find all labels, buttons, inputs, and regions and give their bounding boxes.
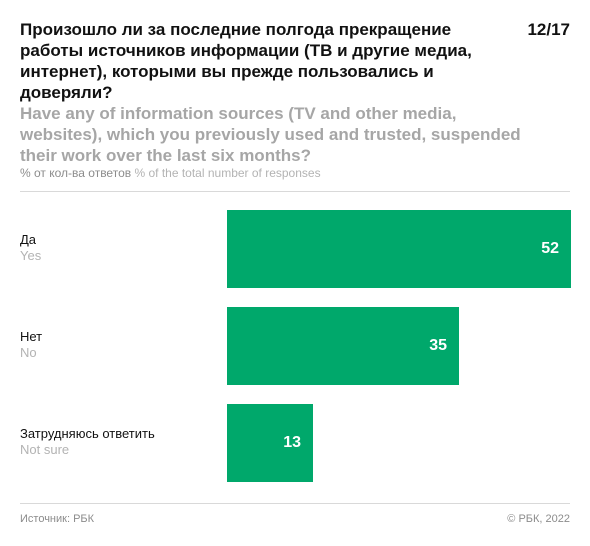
bar [227, 210, 571, 288]
category-label-ru: Да [20, 232, 37, 247]
slide-counter: 12/17 [527, 20, 570, 39]
category-label-en: Not sure [20, 442, 70, 457]
units-label-en: % of the total number of responses [134, 166, 321, 180]
units-note: % от кол-ва ответов % of the total numbe… [20, 166, 321, 181]
category-label: Затрудняюсь ответить Not sure [20, 426, 155, 458]
category-label: Да Yes [20, 232, 41, 264]
bottom-divider [20, 503, 570, 504]
category-label-en: Yes [20, 248, 42, 263]
category-label-en: No [20, 345, 37, 360]
source-note: Источник: РБК [20, 513, 95, 525]
chart-subtitle: Have any of information sources (TV and … [20, 104, 521, 165]
category-label-ru: Затрудняюсь ответить [20, 426, 155, 441]
category-label-ru: Нет [20, 329, 43, 344]
bar [227, 404, 313, 482]
chart-title: Произошло ли за последние полгода прекра… [20, 20, 472, 102]
category-label: Нет No [20, 329, 42, 361]
bar [227, 307, 459, 385]
top-divider [20, 191, 570, 192]
units-label-ru: % от кол-ва ответов [20, 166, 132, 180]
bar-value-label: 13 [283, 434, 301, 451]
bar-value-label: 35 [429, 337, 447, 354]
copyright-note: © РБК, 2022 [507, 513, 570, 525]
bar-value-label: 52 [541, 240, 559, 257]
